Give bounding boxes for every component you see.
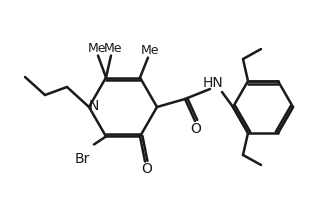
Text: Me: Me bbox=[104, 42, 122, 55]
Text: HN: HN bbox=[203, 76, 223, 90]
Text: N: N bbox=[89, 99, 99, 113]
Text: Me: Me bbox=[141, 44, 159, 57]
Text: Br: Br bbox=[74, 152, 90, 166]
Text: O: O bbox=[142, 162, 152, 177]
Text: O: O bbox=[191, 122, 201, 136]
Text: Me: Me bbox=[88, 42, 106, 55]
